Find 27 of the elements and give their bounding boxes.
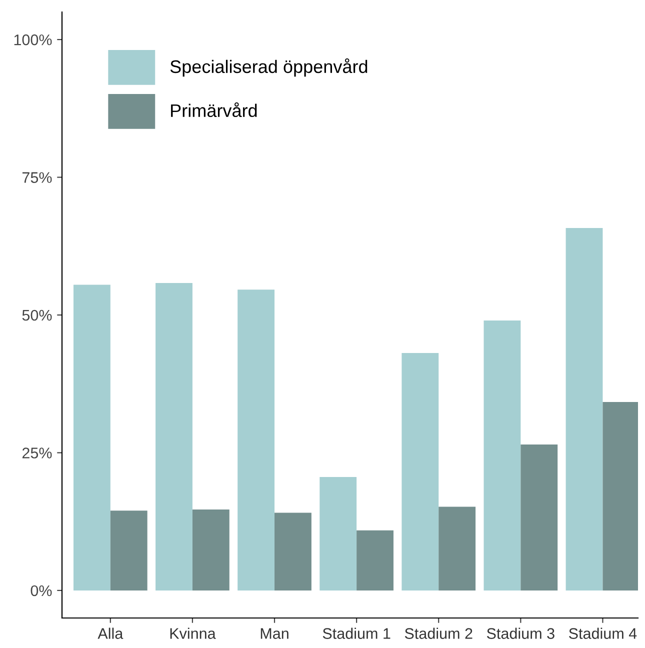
bar bbox=[484, 320, 521, 590]
y-tick-label: 25% bbox=[22, 448, 52, 458]
bar bbox=[356, 530, 394, 590]
bar bbox=[192, 509, 230, 590]
x-tick-label: Stadium 4 bbox=[569, 628, 637, 639]
y-tick-label: 0% bbox=[30, 585, 52, 596]
legend-label: Specialiserad öppenvård bbox=[170, 58, 368, 77]
x-tick-label: Man bbox=[260, 628, 288, 639]
y-tick-label: 75% bbox=[22, 172, 52, 183]
bar bbox=[520, 444, 558, 590]
x-tick-label: Stadium 2 bbox=[404, 628, 472, 639]
bar bbox=[73, 284, 110, 590]
y-tick-label: 100% bbox=[14, 34, 52, 46]
x-tick-label: Alla bbox=[98, 628, 124, 639]
y-tick-label: 50% bbox=[22, 310, 52, 321]
x-tick-label: Stadium 3 bbox=[486, 628, 554, 639]
bar bbox=[566, 228, 603, 590]
bar bbox=[110, 510, 148, 590]
x-tick-label: Kvinna bbox=[170, 628, 216, 639]
bar bbox=[320, 476, 357, 590]
bar bbox=[438, 506, 476, 590]
bar bbox=[156, 283, 192, 590]
bar bbox=[402, 353, 439, 590]
x-tick-label: Stadium 1 bbox=[322, 628, 390, 639]
legend-label: Primärvård bbox=[171, 102, 257, 118]
bar bbox=[274, 512, 312, 590]
bar bbox=[238, 290, 275, 590]
